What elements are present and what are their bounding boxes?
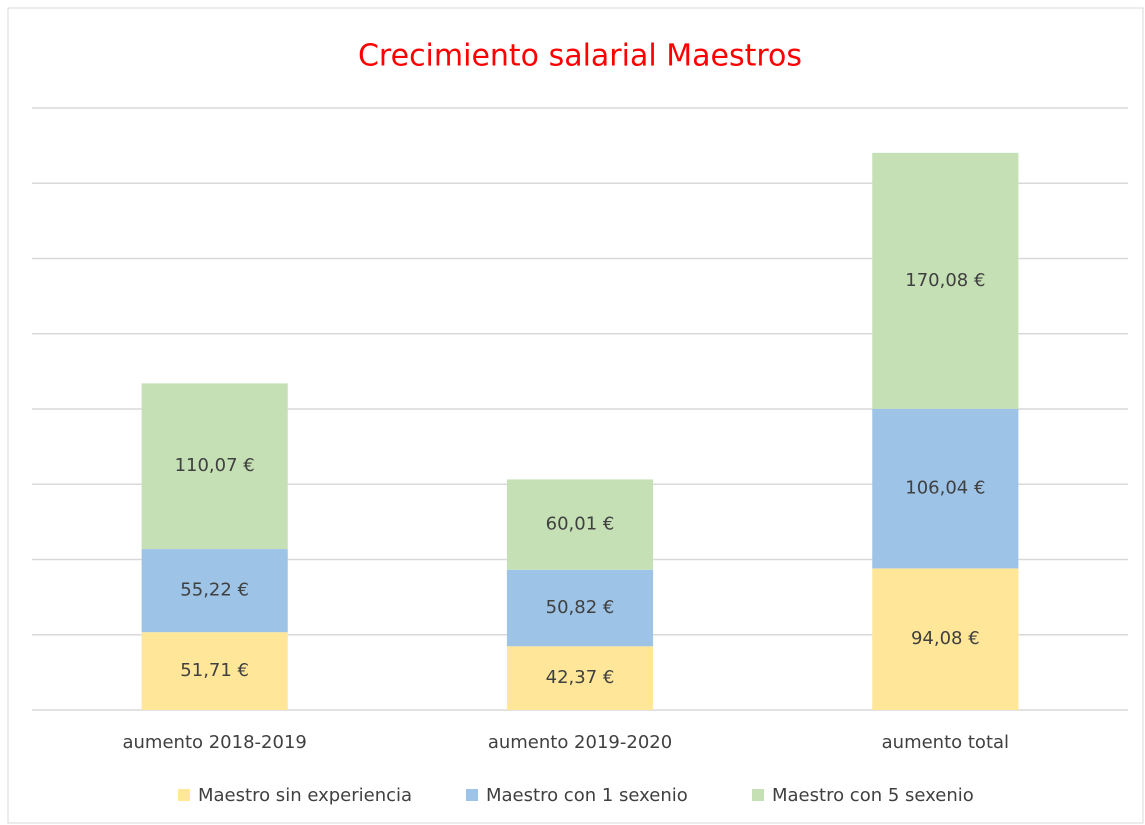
bar-segment [141,632,288,710]
x-tick-label: aumento 2018-2019 [122,732,306,753]
bar-segment [872,568,1019,710]
x-tick-label: aumento total [882,732,1009,753]
data-label: 94,08 € [911,628,980,649]
data-label: 50,82 € [546,597,615,618]
bar-segment [872,152,1019,409]
bar-segment [506,646,654,710]
bar-segment [141,549,288,633]
bar-segment [872,408,1019,569]
legend-label: Maestro con 5 sexenio [772,785,974,806]
data-label: 51,71 € [180,660,249,681]
legend-swatch [466,789,478,801]
data-label: 42,37 € [546,667,615,688]
x-tick-label: aumento 2019-2020 [488,732,672,753]
data-label: 110,07 € [175,455,255,476]
data-label: 55,22 € [180,580,249,601]
data-label: 170,08 € [905,270,985,291]
legend-swatch [752,789,764,801]
legend-swatch [178,789,190,801]
bar-segment [506,569,654,647]
data-label: 60,01 € [546,514,615,535]
bar-segment [141,383,288,550]
data-label: 106,04 € [905,478,985,499]
legend-label: Maestro sin experiencia [198,785,412,806]
bar-segment [506,479,654,570]
legend-label: Maestro con 1 sexenio [486,785,688,806]
chart-title: Crecimiento salarial Maestros [358,39,802,74]
